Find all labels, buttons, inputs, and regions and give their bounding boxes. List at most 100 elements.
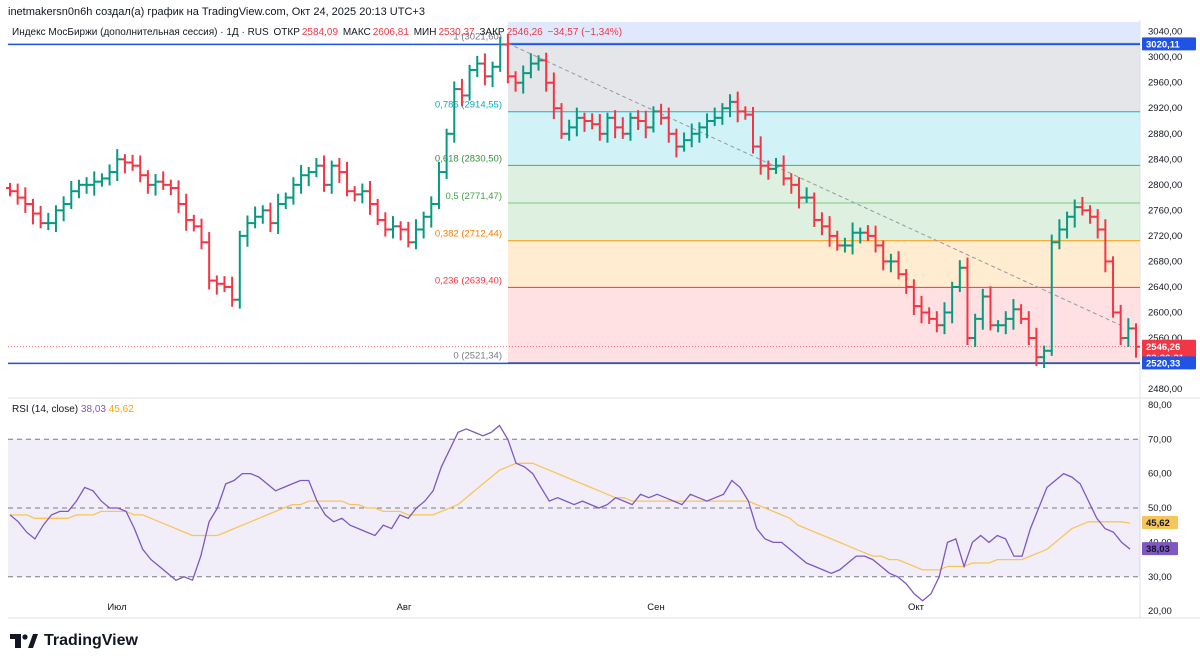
price-tag-top-bg xyxy=(1142,37,1196,51)
ohlc-bar xyxy=(948,281,957,324)
ohlc-bar xyxy=(1063,211,1072,239)
high-label: МАКС xyxy=(342,27,371,38)
ohlc-bar xyxy=(634,110,643,130)
price-axis-tick: 2760,00 xyxy=(1148,205,1182,216)
ohlc-bar xyxy=(871,225,880,253)
ohlc-bar xyxy=(388,216,397,239)
ohlc-bar xyxy=(994,320,1003,333)
rsi-legend-label[interactable]: RSI (14, close) xyxy=(12,404,79,415)
ohlc-bar xyxy=(327,160,336,194)
ohlc-bar xyxy=(228,276,237,307)
ohlc-bar xyxy=(672,128,681,158)
ohlc-bar xyxy=(611,110,620,139)
ohlc-bar xyxy=(1070,199,1079,228)
ohlc-bar xyxy=(205,232,214,290)
ohlc-bar xyxy=(82,177,91,194)
ohlc-bar xyxy=(802,187,811,203)
ohlc-bar xyxy=(36,205,45,229)
ohlc-bar xyxy=(794,177,803,209)
ohlc-bar xyxy=(1001,311,1010,335)
ohlc-bar xyxy=(756,136,765,175)
ohlc-bar xyxy=(151,173,160,196)
ohlc-bar xyxy=(1009,299,1018,330)
brand-name: TradingView xyxy=(44,632,138,649)
ohlc-bar xyxy=(848,222,857,255)
ohlc-bar xyxy=(986,286,995,331)
rsi-line xyxy=(9,424,1131,602)
ohlc-bar xyxy=(657,103,666,125)
ohlc-bar xyxy=(833,230,842,251)
ohlc-bar xyxy=(59,196,68,222)
ohlc-bar xyxy=(534,55,543,71)
ohlc-bar xyxy=(971,313,980,347)
ohlc-bar xyxy=(695,122,704,143)
ohlc-bar xyxy=(97,173,106,187)
ohlc-bar xyxy=(450,81,459,143)
ohlc-bar xyxy=(113,149,122,182)
ohlc-bar xyxy=(932,311,941,333)
ohlc-bar xyxy=(358,183,367,204)
ohlc-bar xyxy=(879,240,888,271)
price-axis-tick: 3040,00 xyxy=(1148,27,1182,38)
ohlc-bar xyxy=(618,117,627,139)
ohlc-bar xyxy=(787,173,796,194)
ohlc-bar xyxy=(771,158,780,174)
fib-label-0.382: 0,382 (2712,44) xyxy=(435,229,502,240)
price-tag-current-text: 2546,26 xyxy=(1146,342,1180,353)
ohlc-bar xyxy=(978,288,987,330)
ohlc-bar xyxy=(565,119,574,141)
ohlc-bar xyxy=(289,177,298,205)
ohlc-bar xyxy=(886,253,895,273)
ohlc-bar xyxy=(1078,196,1087,216)
high-value: 2606,81 xyxy=(372,27,409,38)
fib-zone-0.786 xyxy=(508,111,1140,166)
ohlc-bar xyxy=(411,219,420,250)
ohlc-bar xyxy=(925,307,934,324)
ohlc-bar xyxy=(220,276,229,293)
price-tag-bottom-bg xyxy=(1142,356,1196,370)
fib-label-0.236: 0,236 (2639,40) xyxy=(435,275,502,286)
fib-zone-0.618 xyxy=(508,165,1140,204)
ohlc-bar xyxy=(381,212,390,237)
ohlc-bars xyxy=(6,34,1140,369)
ohlc-bar xyxy=(779,155,788,186)
close-value: 2546,26 xyxy=(506,27,543,38)
time-axis-tick: Окт xyxy=(908,602,925,613)
rsi-ma-line xyxy=(10,462,1131,571)
ohlc-bar xyxy=(1093,209,1102,239)
price-tag-top: 3020,11 xyxy=(1142,37,1196,51)
ohlc-bar xyxy=(588,113,597,130)
ohlc-bar xyxy=(557,103,566,139)
ohlc-bar xyxy=(856,227,865,244)
ohlc-bar xyxy=(603,112,612,143)
ohlc-bar xyxy=(343,161,352,197)
ohlc-bar xyxy=(664,107,673,143)
ohlc-bar xyxy=(404,221,413,248)
ohlc-bar xyxy=(74,179,83,199)
ohlc-bar xyxy=(955,260,964,293)
change-value: −34,57 (−1,34%) xyxy=(547,27,623,38)
time-axis-tick: Сен xyxy=(647,602,664,613)
ohlc-bar xyxy=(28,198,37,225)
ohlc-bar xyxy=(182,193,191,231)
ohlc-bar xyxy=(320,155,329,192)
price-tag-bottom-text: 2520,33 xyxy=(1146,358,1180,369)
ohlc-bar xyxy=(136,155,145,183)
price-axis-tick: 2720,00 xyxy=(1148,231,1182,242)
ohlc-bar xyxy=(649,106,658,133)
rsi-ma-tag-text: 45,62 xyxy=(1146,518,1170,529)
fib-label-0.618: 0,618 (2830,50) xyxy=(435,153,502,164)
close-label: ЗАКР xyxy=(479,27,505,38)
ohlc-bar xyxy=(511,71,520,92)
fib-label-0.786: 0,786 (2914,55) xyxy=(435,100,502,111)
rsi-legend-ma: 45,62 xyxy=(108,404,134,415)
fib-zone-0.236 xyxy=(508,287,1140,363)
ohlc-bar xyxy=(741,106,750,120)
ohlc-bar xyxy=(703,113,712,139)
ohlc-bar xyxy=(434,161,443,210)
ohlc-bar xyxy=(197,218,206,250)
ohlc-bar xyxy=(243,215,252,247)
symbol-name[interactable]: Индекс МосБиржи (дополнительная сессия) … xyxy=(12,27,269,38)
price-tag-bottom: 2520,33 xyxy=(1142,356,1196,370)
